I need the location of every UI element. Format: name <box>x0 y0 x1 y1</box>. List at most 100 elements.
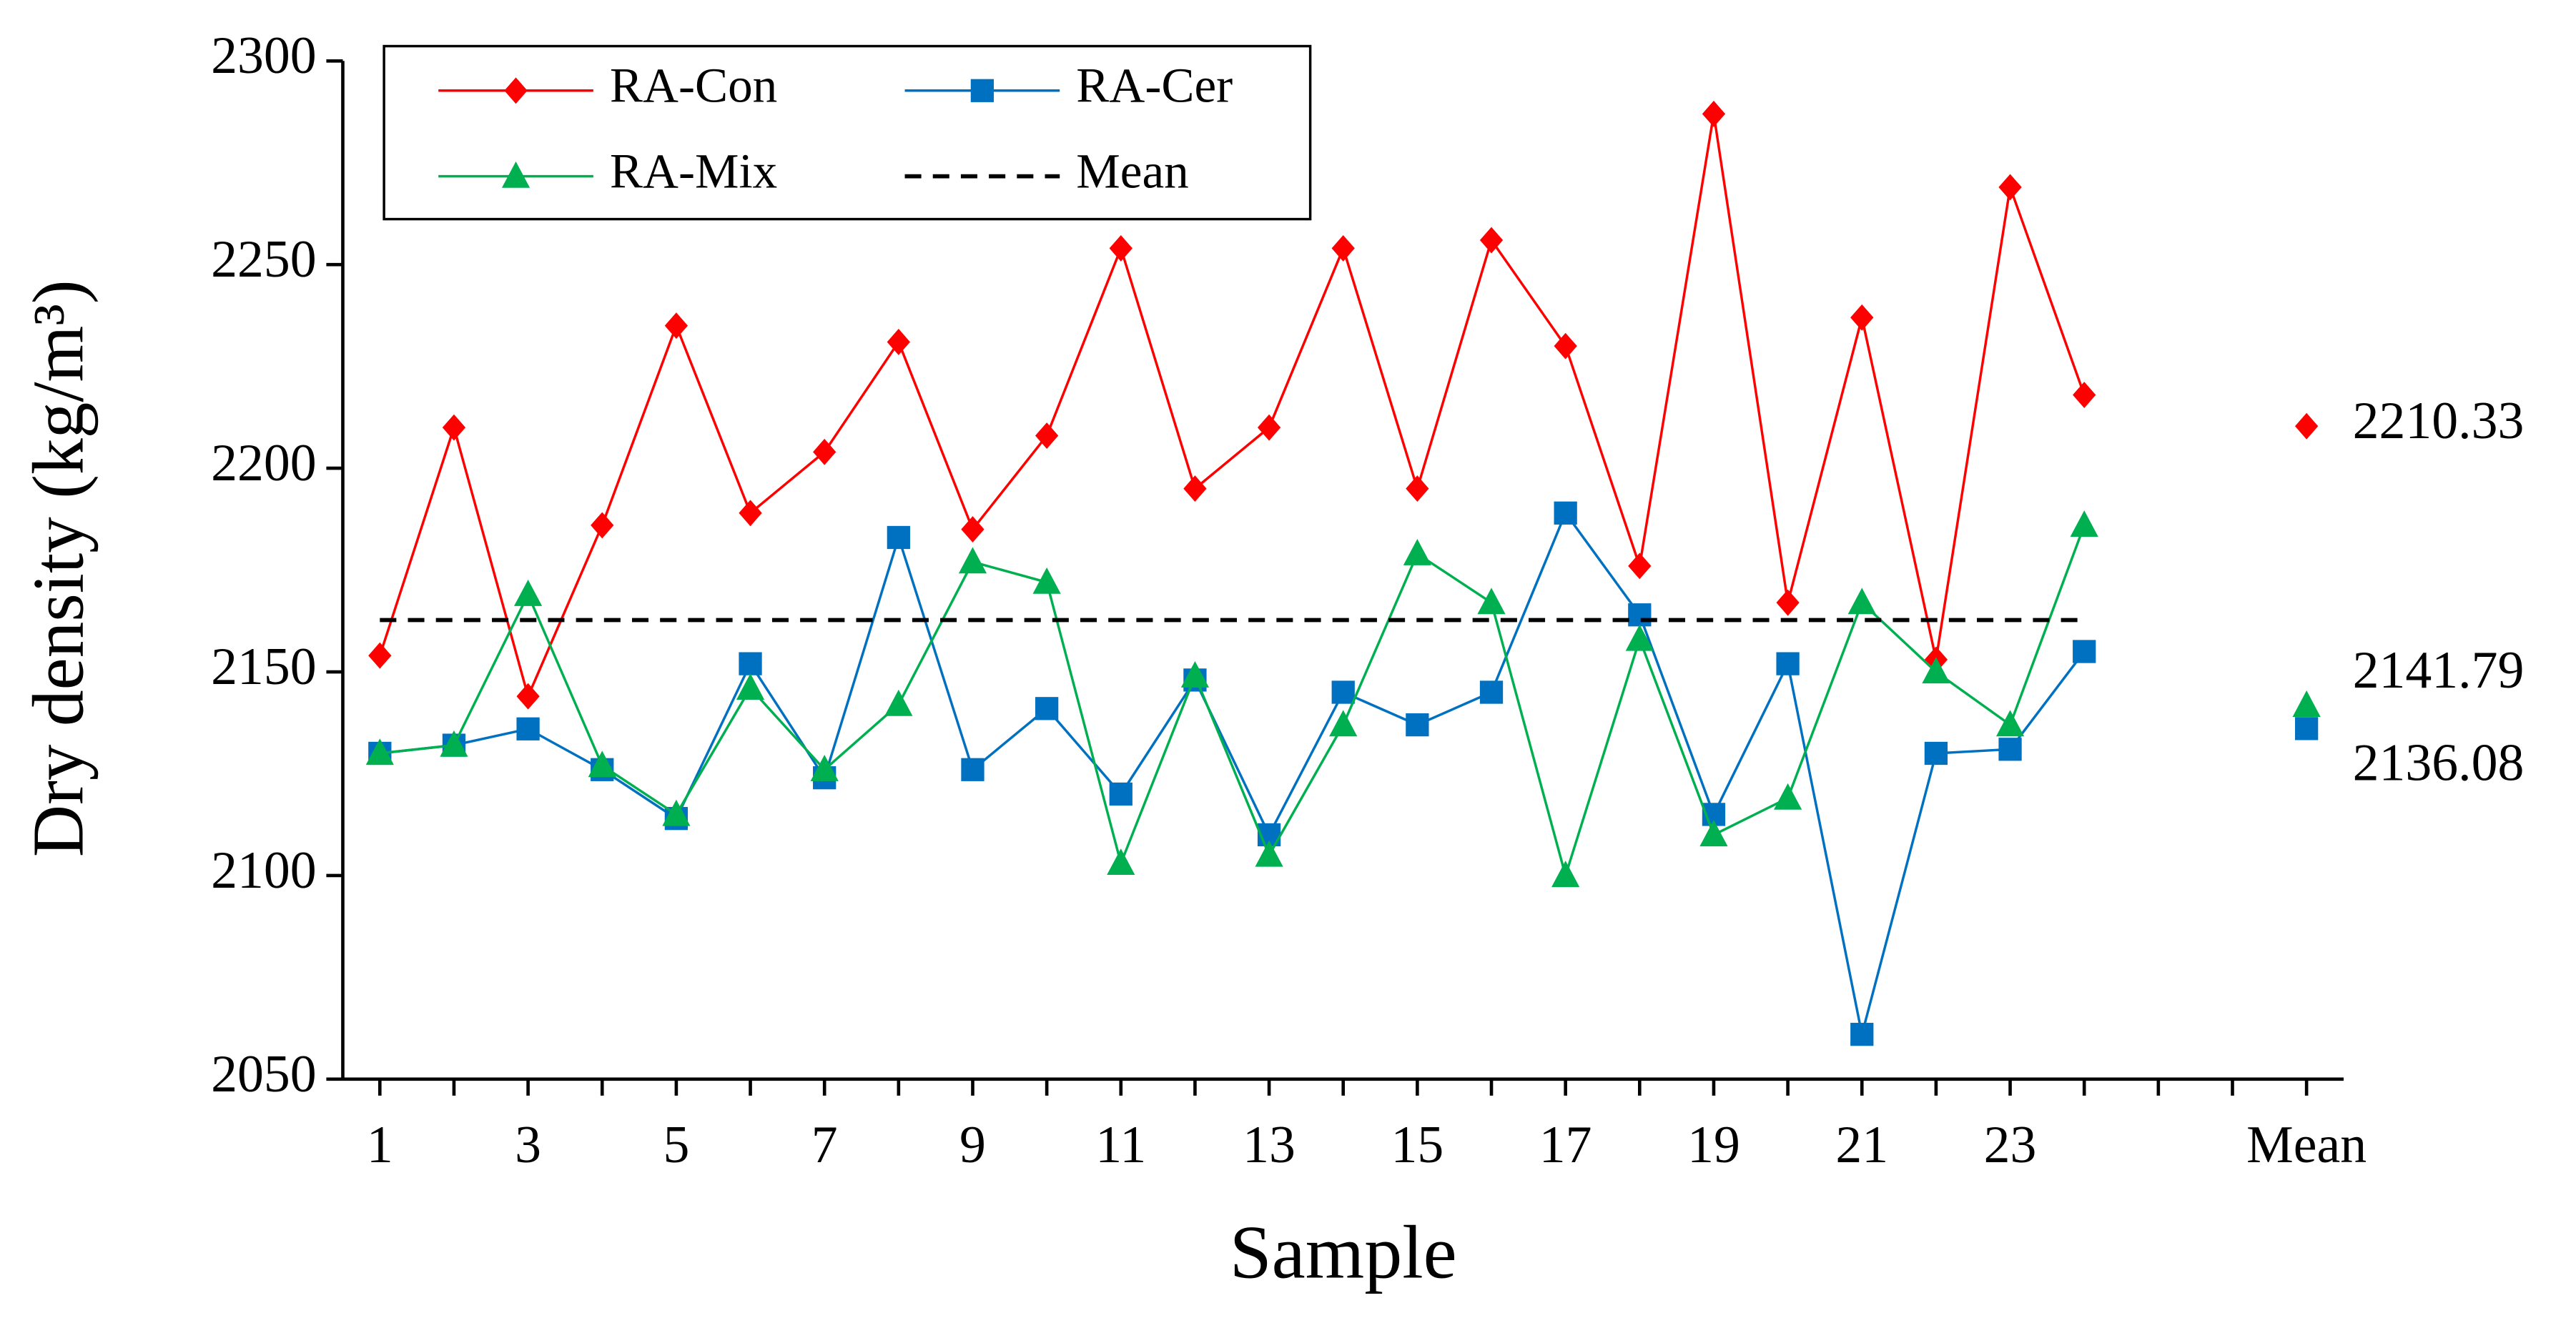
marker <box>1699 820 1728 847</box>
x-tick-label: 1 <box>367 1115 393 1174</box>
marker <box>1406 713 1429 737</box>
marker <box>1850 304 1874 331</box>
marker <box>2073 382 2096 408</box>
y-tick-label: 2300 <box>211 26 317 84</box>
marker <box>736 673 765 700</box>
marker <box>1922 657 1950 684</box>
marker <box>739 500 762 527</box>
marker <box>1998 738 2022 761</box>
legend: RA-Con RA-Cer RA-Mix Mean <box>383 44 1312 221</box>
marker <box>588 750 616 778</box>
marker <box>884 689 913 716</box>
marker <box>1628 553 1652 580</box>
legend-label: RA-Mix <box>610 144 777 199</box>
y-tick-label: 2150 <box>211 637 317 695</box>
x-tick-label: 21 <box>1835 1115 1888 1174</box>
marker <box>961 516 984 543</box>
marker <box>504 77 528 104</box>
marker <box>739 652 762 675</box>
marker <box>1554 332 1577 360</box>
marker <box>2070 510 2098 537</box>
marker <box>1255 840 1283 867</box>
marker <box>1776 652 1800 675</box>
marker <box>810 755 839 781</box>
value-label: 2141.79 <box>2353 640 2525 699</box>
marker <box>1702 100 1726 127</box>
marker <box>1774 783 1802 810</box>
legend-label: RA-Cer <box>1076 58 1233 113</box>
x-tick-label: 13 <box>1243 1115 1296 1174</box>
marker <box>442 414 466 441</box>
marker <box>1331 680 1355 704</box>
marker <box>970 79 995 102</box>
value-label: 2210.33 <box>2353 391 2525 450</box>
series-line <box>378 114 2086 700</box>
marker <box>1628 603 1652 627</box>
marker <box>1329 710 1358 737</box>
marker <box>1032 567 1061 594</box>
marker <box>1406 475 1429 502</box>
marker <box>1479 680 1504 704</box>
marker <box>1180 660 1210 688</box>
series-line <box>380 525 2086 881</box>
marker <box>1107 848 1135 875</box>
x-tick-label: 9 <box>959 1115 986 1174</box>
x-tick-label: 7 <box>811 1115 838 1174</box>
x-tick-label: 15 <box>1391 1115 1444 1174</box>
marker <box>958 547 987 574</box>
y-tick-label: 2100 <box>211 841 317 899</box>
x-tick-label: 23 <box>1984 1115 2037 1174</box>
marker <box>1257 414 1281 441</box>
series-line <box>380 510 2086 1035</box>
marker <box>440 730 468 757</box>
marker <box>2295 717 2319 740</box>
marker <box>1625 624 1654 651</box>
x-axis-title: Sample <box>1230 1211 1457 1294</box>
marker <box>1850 1023 1874 1046</box>
y-tick-label: 2250 <box>211 229 317 288</box>
legend-label: Mean <box>1076 144 1188 199</box>
x-tick-label: Mean <box>2246 1115 2367 1174</box>
marker <box>516 717 540 740</box>
marker <box>591 512 614 539</box>
x-tick-label: 3 <box>515 1115 541 1174</box>
marker <box>887 329 910 355</box>
marker <box>1477 588 1506 615</box>
marker <box>2295 412 2319 440</box>
marker <box>1109 234 1132 262</box>
y-axis-title: Dry density (kg/m³) <box>18 279 98 857</box>
marker <box>2292 690 2321 717</box>
marker <box>1924 741 1948 765</box>
value-label: 2136.08 <box>2353 733 2525 792</box>
marker <box>961 758 984 781</box>
legend-box <box>383 44 1312 221</box>
marker <box>664 312 689 340</box>
marker <box>514 580 543 606</box>
y-tick-label: 2050 <box>211 1044 317 1103</box>
marker <box>1776 589 1800 616</box>
marker <box>1183 475 1207 502</box>
marker <box>1035 422 1059 449</box>
marker <box>813 438 837 465</box>
x-tick-label: 17 <box>1539 1115 1592 1174</box>
x-tick-label: 5 <box>663 1115 689 1174</box>
x-tick-label: 19 <box>1687 1115 1740 1174</box>
marker <box>1479 227 1504 254</box>
marker <box>662 799 691 826</box>
marker <box>368 642 392 669</box>
marker <box>1331 234 1355 262</box>
marker <box>1109 782 1132 806</box>
legend-label: RA-Con <box>610 58 777 113</box>
y-tick-label: 2200 <box>211 433 317 492</box>
x-tick-label: 11 <box>1095 1115 1146 1174</box>
marker <box>516 683 540 710</box>
marker <box>1847 588 1876 615</box>
marker <box>1998 174 2022 201</box>
marker <box>1554 501 1577 525</box>
marker <box>2073 640 2096 663</box>
marker <box>1551 861 1580 888</box>
marker <box>1995 710 2025 737</box>
marker <box>501 161 531 188</box>
marker <box>1403 539 1431 565</box>
